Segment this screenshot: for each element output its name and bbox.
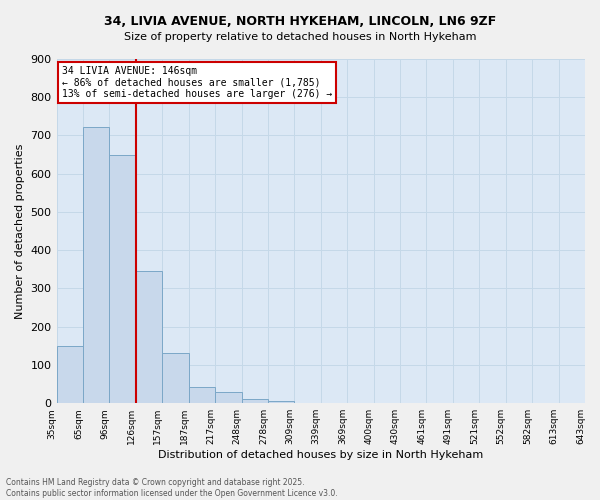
Text: Size of property relative to detached houses in North Hykeham: Size of property relative to detached ho… bbox=[124, 32, 476, 42]
Text: 34, LIVIA AVENUE, NORTH HYKEHAM, LINCOLN, LN6 9ZF: 34, LIVIA AVENUE, NORTH HYKEHAM, LINCOLN… bbox=[104, 15, 496, 28]
Text: Contains HM Land Registry data © Crown copyright and database right 2025.
Contai: Contains HM Land Registry data © Crown c… bbox=[6, 478, 338, 498]
Bar bbox=[188, 387, 215, 403]
X-axis label: Distribution of detached houses by size in North Hykeham: Distribution of detached houses by size … bbox=[158, 450, 484, 460]
Y-axis label: Number of detached properties: Number of detached properties bbox=[15, 144, 25, 319]
Bar bbox=[83, 127, 109, 403]
Bar bbox=[242, 398, 268, 403]
Bar bbox=[268, 402, 295, 403]
Text: 34 LIVIA AVENUE: 146sqm
← 86% of detached houses are smaller (1,785)
13% of semi: 34 LIVIA AVENUE: 146sqm ← 86% of detache… bbox=[62, 66, 332, 99]
Bar bbox=[109, 154, 136, 403]
Bar bbox=[136, 272, 162, 403]
Bar bbox=[162, 354, 188, 403]
Bar bbox=[215, 392, 242, 403]
Bar bbox=[56, 346, 83, 403]
